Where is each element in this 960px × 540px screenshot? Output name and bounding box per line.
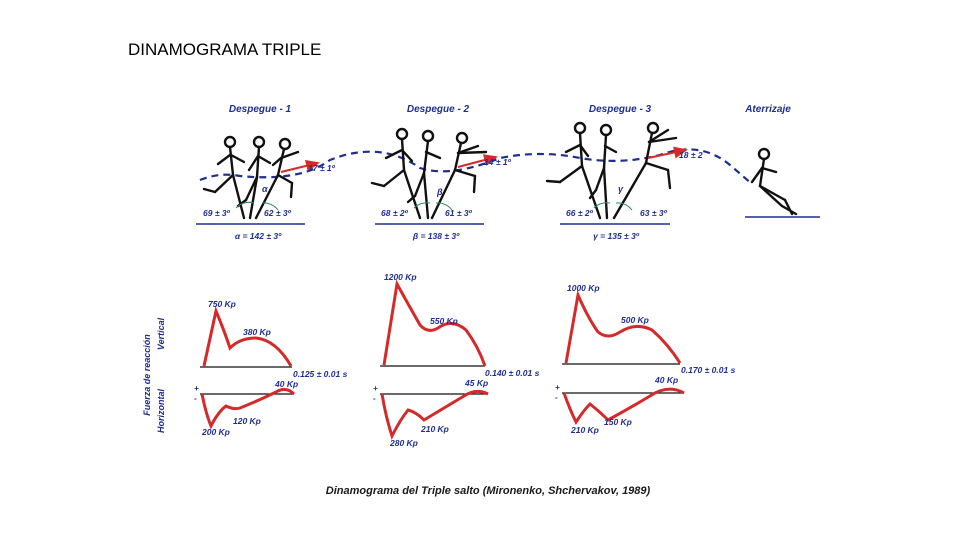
right-angle-3: 63 ± 3º: [640, 208, 668, 218]
left-angle-arc-3: [593, 202, 611, 209]
takeoff-angle-3: 18 ± 2: [679, 150, 703, 160]
left-angle-3: 66 ± 2º: [566, 208, 594, 218]
minus-sign-2: -: [373, 394, 376, 403]
horizontal-neg-1: 200 Kp: [201, 427, 230, 437]
horizontal-pos-2: 45 Kp: [464, 378, 488, 388]
horizontal-curve-2: [380, 389, 489, 440]
horizontal-pos-1: 40 Kp: [274, 379, 298, 389]
right-angle-arc-1: [261, 202, 279, 211]
landing-title: Aterrizaje: [744, 104, 791, 115]
plus-sign-3: +: [555, 383, 560, 392]
angle-sum-1: α = 142 ± 3º: [235, 231, 282, 241]
takeoff-arrow-2: [457, 154, 498, 168]
horizontal-curve-3: [562, 387, 685, 425]
horizontal-curve-1: [200, 387, 296, 430]
plus-sign-2: +: [373, 384, 378, 393]
vertical-second-3: 500 Kp: [621, 315, 649, 325]
figure-caption: Dinamograma del Triple salto (Mironenko,…: [326, 485, 651, 497]
horizontal-pos-3: 40 Kp: [654, 375, 678, 385]
phase2-title: Despegue - 2: [407, 104, 470, 115]
dynamogram-1: 750 Kp 380 Kp 0.125 ± 0.01 s 40 Kp 120 K…: [194, 299, 348, 437]
angle-symbol-1: α: [262, 184, 268, 194]
right-angle-2: 61 ± 3º: [445, 208, 473, 218]
takeoff-arrow-1: [280, 160, 320, 173]
phase3-title: Despegue - 3: [589, 104, 652, 115]
vertical-label: Vertical: [156, 317, 166, 350]
vertical-peak-3: 1000 Kp: [567, 283, 600, 293]
takeoff-arrow-3: [647, 146, 688, 159]
horizontal-second-2: 210 Kp: [420, 424, 449, 434]
horizontal-neg-2: 280 Kp: [389, 438, 418, 448]
angle-symbol-3: γ: [618, 184, 624, 194]
phase1-title: Despegue - 1: [229, 104, 292, 115]
left-angle-1: 69 ± 3º: [203, 208, 231, 218]
angle-symbol-2: β: [436, 187, 443, 197]
athlete-figures-3: [545, 121, 678, 220]
vertical-second-1: 380 Kp: [243, 327, 271, 337]
horizontal-neg-3: 210 Kp: [570, 425, 599, 435]
plus-sign-1: +: [194, 384, 199, 393]
left-angle-arc-1: [235, 201, 255, 209]
vertical-peak-1: 750 Kp: [208, 299, 236, 309]
vertical-curve-1: [202, 306, 293, 367]
dynamogram-2: 1200 Kp 550 Kp 0.140 ± 0.01 s 45 Kp 210 …: [373, 272, 540, 448]
landing-figure: [750, 147, 798, 216]
contact-time-3: 0.170 ± 0.01 s: [681, 365, 736, 375]
horizontal-label: Horizontal: [156, 389, 166, 433]
reaction-force-label: Fuerza de reacción: [142, 334, 152, 416]
flight-trajectory: [199, 148, 753, 185]
horizontal-second-3: 150 Kp: [604, 417, 632, 427]
right-angle-1: 62 ± 3º: [264, 208, 292, 218]
athlete-figures-2: [370, 127, 488, 220]
minus-sign-3: -: [555, 393, 558, 402]
contact-time-2: 0.140 ± 0.01 s: [485, 368, 540, 378]
minus-sign-1: -: [194, 394, 197, 403]
left-angle-2: 68 ± 2º: [381, 208, 409, 218]
right-angle-arc-2: [435, 202, 453, 211]
vertical-second-2: 550 Kp: [430, 316, 458, 326]
angle-sum-2: β = 138 ± 3º: [412, 231, 460, 241]
takeoff-angle-1: 17 ± 1º: [308, 163, 336, 173]
right-angle-arc-3: [615, 202, 633, 211]
vertical-curve-3: [564, 289, 682, 364]
contact-time-1: 0.125 ± 0.01 s: [293, 369, 348, 379]
vertical-curve-2: [382, 279, 487, 367]
dynamogram-3: 1000 Kp 500 Kp 0.170 ± 0.01 s 40 Kp 150 …: [555, 283, 736, 435]
horizontal-second-1: 120 Kp: [233, 416, 261, 426]
vertical-peak-2: 1200 Kp: [384, 272, 417, 282]
slide-title: DINAMOGRAMA TRIPLE: [128, 40, 322, 59]
angle-sum-3: γ = 135 ± 3º: [593, 231, 640, 241]
left-angle-arc-2: [413, 202, 431, 209]
takeoff-angle-2: 14 ± 1º: [484, 157, 512, 167]
